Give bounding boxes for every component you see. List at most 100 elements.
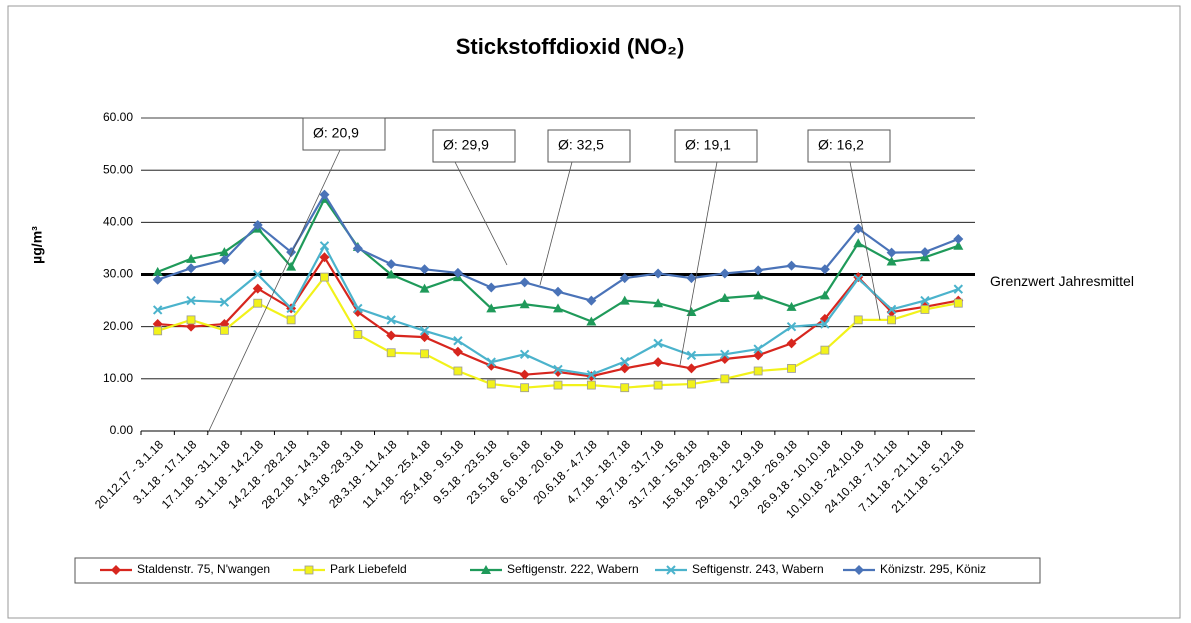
- series-line: [157, 192, 959, 302]
- point: [786, 338, 797, 349]
- y-tick-label: 40.00: [103, 215, 133, 229]
- annotation-leader: [679, 161, 718, 366]
- point: [720, 349, 730, 360]
- point: [686, 273, 697, 284]
- point: [653, 380, 663, 390]
- annotation-box: [302, 117, 386, 151]
- point: [920, 295, 930, 306]
- point: [519, 299, 530, 309]
- annotation-leader: [206, 149, 341, 436]
- point: [320, 272, 329, 282]
- point: [353, 330, 363, 339]
- point: [953, 298, 963, 308]
- annotation-leader: [454, 161, 508, 266]
- point: [719, 292, 730, 302]
- point: [219, 325, 229, 335]
- point: [853, 315, 863, 325]
- legend-label: Könizstr. 295, Köniz: [880, 562, 986, 576]
- point: [419, 264, 430, 275]
- y-tick-label: 10.00: [103, 371, 133, 385]
- point: [586, 369, 597, 380]
- point: [819, 290, 830, 300]
- legend-label: Seftigenstr. 222, Wabern: [507, 562, 639, 576]
- annotation-box: [547, 129, 631, 163]
- point: [653, 268, 664, 279]
- point: [720, 374, 730, 384]
- point: [319, 189, 330, 200]
- frame: [7, 5, 1181, 619]
- point: [186, 295, 196, 306]
- point: [886, 247, 897, 258]
- point: [319, 241, 330, 251]
- point: [820, 319, 830, 329]
- legend-marker: [854, 565, 864, 575]
- legend-label: Park Liebefeld: [330, 562, 407, 576]
- annotation-box: [432, 129, 516, 163]
- point: [152, 305, 163, 315]
- legend-box: [74, 557, 1041, 584]
- point: [486, 357, 496, 367]
- point: [519, 349, 530, 360]
- point: [953, 284, 964, 294]
- point: [386, 348, 396, 358]
- point: [219, 297, 230, 307]
- legend-marker: [481, 565, 491, 574]
- annotation: Ø: 29,9: [443, 137, 489, 153]
- point: [286, 261, 297, 271]
- point: [186, 315, 196, 325]
- point: [553, 303, 563, 313]
- point: [586, 295, 597, 306]
- annotation: Ø: 20,9: [313, 125, 359, 141]
- point: [419, 326, 430, 336]
- point: [653, 298, 664, 308]
- y-tick-label: 60.00: [103, 110, 133, 124]
- point: [786, 301, 797, 311]
- point: [486, 282, 497, 293]
- legend-marker: [304, 565, 314, 575]
- point: [319, 252, 330, 263]
- point: [452, 267, 463, 278]
- point: [286, 315, 296, 325]
- point: [453, 336, 463, 346]
- point: [619, 295, 630, 305]
- legend-label: Staldenstr. 75, N'wangen: [137, 562, 270, 576]
- point: [753, 366, 763, 376]
- legend-marker: [666, 565, 676, 575]
- point: [753, 265, 764, 276]
- reference-label: Grenzwert Jahresmittel: [990, 273, 1134, 289]
- point: [853, 273, 863, 284]
- chart-title: Stickstoffdioxid (NO₂): [456, 34, 685, 59]
- y-tick-label: 50.00: [103, 162, 133, 176]
- point: [252, 283, 263, 294]
- point: [386, 269, 397, 279]
- point: [920, 305, 930, 314]
- point: [453, 366, 463, 376]
- point: [553, 364, 563, 375]
- point: [386, 330, 397, 341]
- point: [420, 349, 429, 359]
- point: [519, 369, 530, 380]
- point: [853, 223, 864, 234]
- point: [753, 290, 764, 300]
- point: [853, 238, 864, 248]
- point: [786, 260, 797, 271]
- point: [553, 286, 563, 297]
- point: [819, 264, 830, 275]
- annotation: Ø: 16,2: [818, 137, 864, 153]
- point: [919, 247, 930, 258]
- point: [753, 344, 763, 354]
- point: [386, 315, 396, 325]
- point: [252, 219, 263, 230]
- annotation-leader: [539, 161, 573, 286]
- point: [253, 298, 263, 308]
- point: [419, 283, 430, 293]
- point: [887, 315, 896, 325]
- annotation-box: [807, 129, 891, 163]
- point: [153, 326, 163, 336]
- point: [653, 357, 664, 368]
- point: [186, 253, 197, 263]
- point: [686, 350, 697, 361]
- point: [619, 273, 630, 284]
- point: [152, 274, 163, 285]
